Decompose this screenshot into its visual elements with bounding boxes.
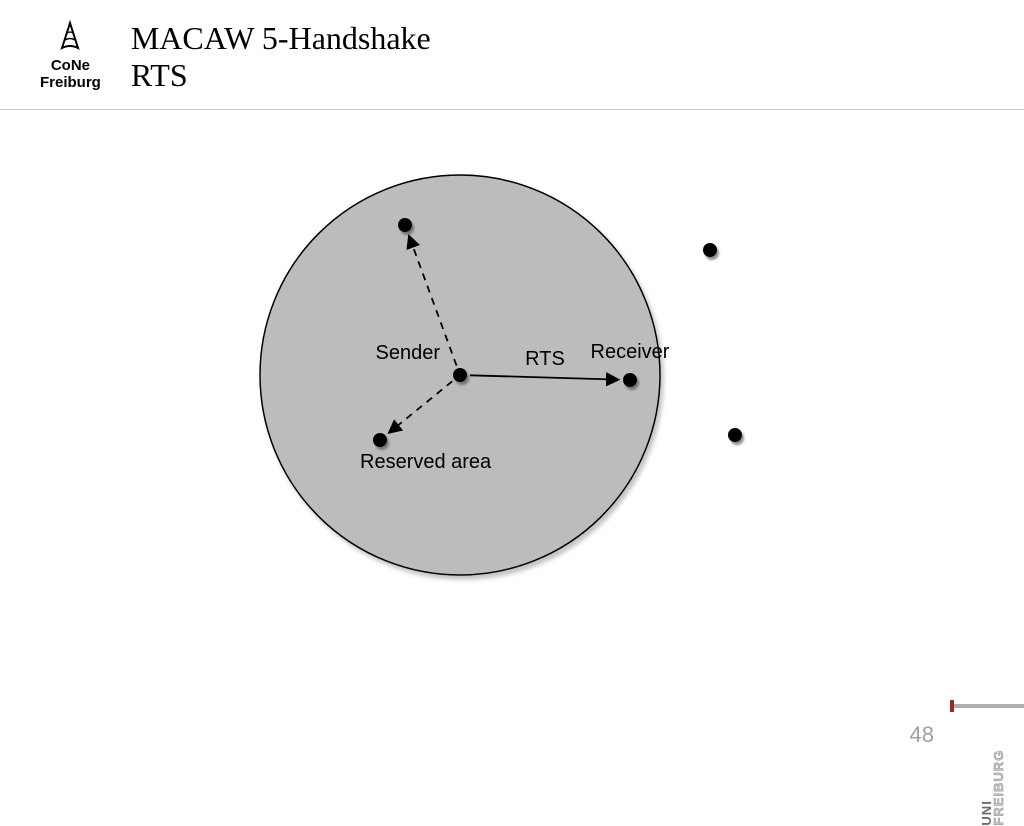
title-line-1: MACAW 5-Handshake — [131, 20, 431, 57]
page-number: 48 — [910, 722, 934, 748]
uni-freiburg-logo: UNI FREIBURG — [981, 750, 1006, 826]
node-ext2 — [728, 428, 742, 442]
node-ext1 — [703, 243, 717, 257]
edge-label-rts: RTS — [525, 348, 565, 370]
cone-logo-icon — [52, 20, 88, 56]
node-receiver — [623, 373, 637, 387]
cone-logo: CoNe Freiburg — [40, 20, 101, 91]
footer-tick-decoration — [950, 700, 954, 712]
node-reserved — [373, 433, 387, 447]
node-label-receiver: Receiver — [591, 341, 670, 363]
node-top — [398, 218, 412, 232]
network-diagram: RTS Sender Receiver Reserved area — [0, 110, 1024, 670]
slide-title: MACAW 5-Handshake RTS — [131, 20, 431, 94]
logo-text-1: CoNe — [51, 58, 90, 75]
diagram-area: RTS Sender Receiver Reserved area — [0, 110, 1024, 670]
slide-header: CoNe Freiburg MACAW 5-Handshake RTS — [0, 0, 1024, 110]
footer-bar-decoration — [954, 704, 1024, 708]
node-sender — [453, 368, 467, 382]
node-label-reserved: Reserved area — [360, 451, 492, 473]
node-label-sender: Sender — [376, 342, 441, 364]
title-line-2: RTS — [131, 57, 431, 94]
logo-text-2: Freiburg — [40, 75, 101, 92]
freiburg-text: FREIBURG — [994, 750, 1006, 826]
